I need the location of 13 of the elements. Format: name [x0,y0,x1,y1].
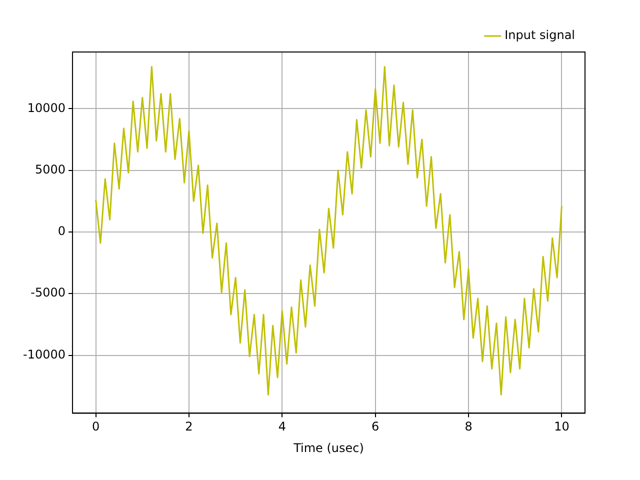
x-tick-label: 8 [464,420,472,434]
x-tick-label: 4 [278,420,286,434]
x-tick-label: 0 [92,420,100,434]
y-tick-label: -5000 [30,286,66,300]
legend-label: Input signal [504,28,576,42]
x-axis-title: Time (usec) [292,440,364,455]
y-tick-label: -10000 [22,347,66,362]
y-tick-label: 5000 [34,162,66,176]
x-tick-label: 6 [372,420,380,434]
x-tick-label: 2 [185,420,193,434]
y-tick-label: 10000 [27,100,66,115]
y-tick-label: 0 [58,224,66,238]
x-tick-label: 10 [554,420,570,434]
